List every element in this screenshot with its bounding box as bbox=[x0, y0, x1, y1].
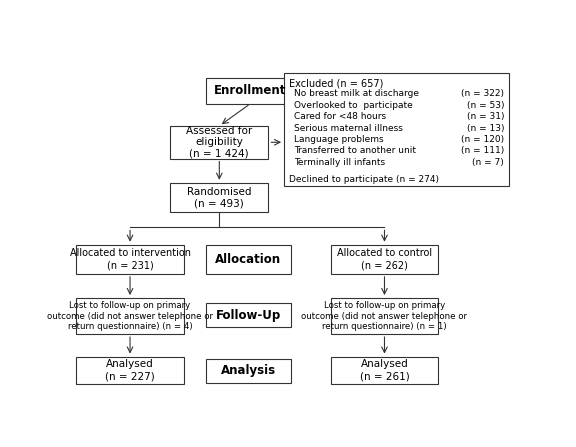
Text: Language problems: Language problems bbox=[294, 135, 384, 144]
FancyBboxPatch shape bbox=[206, 359, 291, 383]
Text: Enrollment: Enrollment bbox=[214, 84, 287, 97]
Text: Lost to follow-up on primary
outcome (did not answer telephone or
return questio: Lost to follow-up on primary outcome (di… bbox=[47, 301, 213, 331]
Text: Lost to follow-up on primary
outcome (did not answer telephone or
return questio: Lost to follow-up on primary outcome (di… bbox=[301, 301, 468, 331]
FancyBboxPatch shape bbox=[331, 245, 438, 274]
Text: Declined to participate (n = 274): Declined to participate (n = 274) bbox=[289, 175, 439, 184]
Text: Allocated to intervention
(n = 231): Allocated to intervention (n = 231) bbox=[70, 249, 191, 270]
FancyBboxPatch shape bbox=[206, 78, 295, 104]
FancyBboxPatch shape bbox=[77, 245, 184, 274]
FancyBboxPatch shape bbox=[284, 72, 509, 186]
Text: Analysis: Analysis bbox=[221, 364, 276, 377]
Text: Terminally ill infants: Terminally ill infants bbox=[294, 158, 385, 167]
Text: Follow-Up: Follow-Up bbox=[215, 309, 281, 322]
Text: (n = 31): (n = 31) bbox=[467, 112, 504, 121]
FancyBboxPatch shape bbox=[77, 298, 184, 334]
Text: Transferred to another unit: Transferred to another unit bbox=[294, 146, 416, 155]
Text: Cared for <48 hours: Cared for <48 hours bbox=[294, 112, 386, 121]
FancyBboxPatch shape bbox=[77, 357, 184, 384]
FancyBboxPatch shape bbox=[331, 298, 438, 334]
Text: Assessed for
eligibility
(n = 1 424): Assessed for eligibility (n = 1 424) bbox=[186, 126, 252, 159]
Text: (n = 322): (n = 322) bbox=[461, 89, 504, 98]
Text: (n = 53): (n = 53) bbox=[467, 101, 504, 110]
Text: Allocation: Allocation bbox=[215, 253, 282, 266]
Text: (n = 111): (n = 111) bbox=[461, 146, 504, 155]
Text: (n = 7): (n = 7) bbox=[472, 158, 504, 167]
FancyBboxPatch shape bbox=[170, 183, 268, 212]
Text: (n = 13): (n = 13) bbox=[467, 123, 504, 132]
FancyBboxPatch shape bbox=[206, 245, 291, 274]
Text: Excluded (n = 657): Excluded (n = 657) bbox=[289, 78, 384, 88]
Text: Serious maternal illness: Serious maternal illness bbox=[294, 123, 403, 132]
FancyBboxPatch shape bbox=[331, 357, 438, 384]
Text: Allocated to control
(n = 262): Allocated to control (n = 262) bbox=[337, 249, 432, 270]
FancyBboxPatch shape bbox=[170, 126, 268, 159]
Text: Analysed
(n = 227): Analysed (n = 227) bbox=[105, 359, 155, 381]
Text: (n = 120): (n = 120) bbox=[461, 135, 504, 144]
FancyBboxPatch shape bbox=[206, 303, 291, 327]
Text: Overlooked to  participate: Overlooked to participate bbox=[294, 101, 412, 110]
Text: Randomised
(n = 493): Randomised (n = 493) bbox=[187, 186, 252, 208]
Text: No breast milk at discharge: No breast milk at discharge bbox=[294, 89, 419, 98]
Text: Analysed
(n = 261): Analysed (n = 261) bbox=[359, 359, 410, 381]
